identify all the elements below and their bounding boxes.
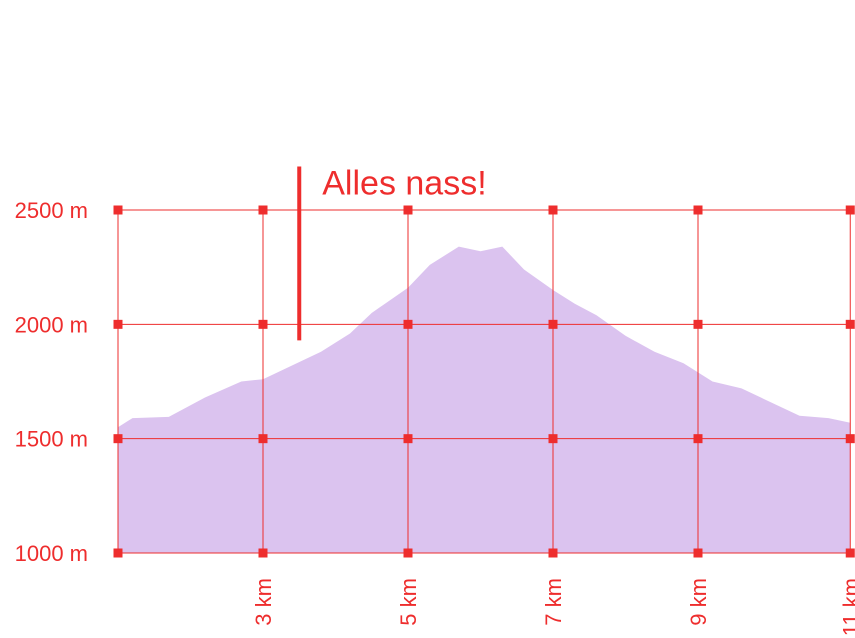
grid-marker: [693, 319, 703, 329]
x-tick-label: 9 km: [686, 578, 711, 626]
grid-marker: [403, 548, 413, 558]
grid-layer: [117, 209, 851, 554]
y-tick-label: 1500 m: [15, 427, 88, 452]
y-tick-label: 2000 m: [15, 312, 88, 337]
grid-marker: [693, 548, 703, 558]
grid-marker: [845, 548, 855, 558]
grid-marker: [113, 205, 123, 215]
grid-marker: [693, 434, 703, 444]
annotation-layer: Alles nass!: [297, 165, 487, 341]
y-tick-label-layer: 1000 m 1500 m 2000 m 2500 m: [15, 198, 88, 566]
elevation-area-layer: [118, 246, 851, 553]
grid-marker: [845, 434, 855, 444]
grid-marker: [113, 548, 123, 558]
grid-marker: [403, 205, 413, 215]
x-tick-label: 7 km: [541, 578, 566, 626]
y-tick-label: 1000 m: [15, 541, 88, 566]
elevation-area: [118, 246, 851, 553]
x-tick-label: 3 km: [251, 578, 276, 626]
grid-marker: [548, 205, 558, 215]
grid-marker: [693, 205, 703, 215]
grid-marker: [258, 205, 268, 215]
grid-marker: [113, 319, 123, 329]
grid-marker: [113, 434, 123, 444]
x-tick-label: 5 km: [396, 578, 421, 626]
grid-marker: [258, 434, 268, 444]
x-tick-label: 11 km: [838, 578, 855, 636]
grid-marker: [258, 319, 268, 329]
annotation-text: Alles nass!: [322, 165, 486, 203]
grid-marker-layer: [113, 205, 855, 558]
grid-marker: [845, 319, 855, 329]
grid-marker: [403, 434, 413, 444]
grid-marker: [258, 548, 268, 558]
grid-marker: [548, 434, 558, 444]
grid-marker: [548, 548, 558, 558]
grid-marker: [548, 319, 558, 329]
grid-marker: [403, 319, 413, 329]
x-tick-label-layer: 3 km 5 km 7 km 9 km 11 km: [251, 578, 855, 636]
grid-marker: [845, 205, 855, 215]
y-tick-label: 2500 m: [15, 198, 88, 223]
